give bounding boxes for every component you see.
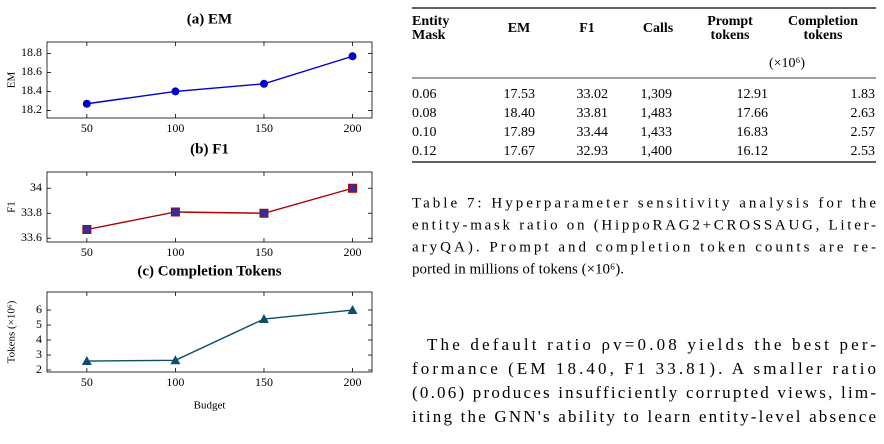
table-cell: 0.06: [412, 87, 437, 102]
table-cell: 2.57: [851, 125, 876, 140]
column-header: Entity: [412, 14, 449, 29]
y-tick-label: 18.4: [21, 83, 42, 97]
caption-line: aryQA). Prompt and completion token coun…: [412, 239, 876, 255]
table-cell: 2.63: [851, 106, 876, 121]
table-cell: 1,400: [641, 144, 673, 159]
table-cell: 17.67: [504, 144, 536, 159]
paragraph-line: The default ratio ρv=0.08 yields the bes…: [427, 335, 876, 354]
caption-line: ported in millions of tokens (×10⁶).: [412, 261, 624, 277]
x-tick-label: 100: [166, 245, 184, 259]
table-cell: 2.53: [851, 144, 876, 159]
column-header: tokens: [804, 28, 843, 43]
column-header: Completion: [788, 14, 858, 29]
table-cell: 16.83: [737, 125, 769, 140]
y-axis-label: Tokens (×10⁶): [6, 300, 18, 363]
table-cell: 1.83: [851, 87, 876, 102]
paragraph-line: iting the GNN's ability to learn entity-…: [412, 407, 876, 426]
table-cell: 33.81: [577, 106, 609, 121]
table-cell: 12.91: [737, 87, 769, 102]
x-tick-label: 100: [166, 375, 184, 389]
table-cell: 1,309: [641, 87, 673, 102]
y-tick-label: 18.8: [21, 45, 42, 59]
column-header: F1: [579, 21, 595, 36]
y-axis-label: EM: [6, 72, 18, 89]
x-tick-label: 100: [166, 121, 184, 135]
paragraph-line: formance (EM 18.40, F1 33.81). A smaller…: [412, 359, 876, 378]
column-header: Mask: [412, 28, 446, 43]
x-axis-label: Budget: [194, 400, 226, 412]
marker: [170, 207, 180, 217]
caption-line: entity-mask ratio on (HippoRAG2+CROSSAUG…: [412, 217, 876, 233]
marker: [348, 52, 357, 61]
table-cell: 0.08: [412, 106, 437, 121]
line: [86, 309, 353, 362]
table-cell: 1,483: [641, 106, 673, 121]
y-axis-label: F1: [6, 201, 18, 213]
marker: [81, 356, 92, 366]
table-cell: 33.44: [577, 125, 609, 140]
table-cell: 0.12: [412, 144, 437, 159]
plot-frame: [46, 41, 373, 119]
y-tick-label: 34: [30, 180, 42, 194]
plot-frame: [46, 171, 373, 243]
table-cell: 32.93: [577, 144, 609, 159]
plot-frame: [46, 291, 373, 373]
table-cell: 17.66: [737, 106, 769, 121]
table-cell: 1,433: [641, 125, 673, 140]
chart-title: (a) EM: [187, 11, 232, 27]
y-tick-label: 6: [36, 302, 42, 316]
line: [86, 187, 353, 231]
paragraph-line: (0.06) produces insufficiently corrupted…: [412, 383, 876, 402]
y-tick-label: 33.6: [21, 230, 42, 244]
column-header: EM: [508, 21, 531, 36]
x-tick-label: 200: [344, 245, 362, 259]
marker: [82, 225, 92, 234]
marker: [259, 79, 268, 88]
marker: [348, 183, 358, 193]
line: [86, 55, 353, 105]
column-header: tokens: [711, 28, 750, 43]
caption-line: Table 7: Hyperparameter sensitivity anal…: [412, 195, 876, 211]
table-cell: 0.10: [412, 125, 437, 140]
chart-title: (b) F1: [190, 141, 229, 157]
x-tick-label: 150: [255, 375, 273, 389]
y-tick-label: 4: [36, 332, 42, 346]
y-tick-label: 18.2: [21, 102, 42, 116]
y-tick-label: 3: [36, 347, 42, 361]
x-tick-label: 200: [344, 121, 362, 135]
marker: [171, 87, 180, 96]
x-tick-label: 50: [81, 245, 93, 259]
chart-title: (c) Completion Tokens: [137, 263, 281, 279]
column-header: Calls: [643, 21, 674, 36]
x-tick-label: 150: [255, 245, 273, 259]
marker: [347, 305, 358, 315]
x-tick-label: 200: [344, 375, 362, 389]
marker: [259, 208, 269, 218]
x-tick-label: 50: [81, 375, 93, 389]
y-tick-label: 2: [36, 362, 42, 376]
marker: [82, 99, 91, 108]
marker: [170, 355, 181, 365]
y-tick-label: 5: [36, 317, 42, 331]
table-cell: 18.40: [504, 106, 536, 121]
y-tick-label: 18.6: [21, 64, 42, 78]
x-tick-label: 150: [255, 121, 273, 135]
column-header: Prompt: [707, 14, 753, 29]
x-tick-label: 50: [81, 121, 93, 135]
table-cell: 16.12: [737, 144, 769, 159]
table-cell: 17.89: [504, 125, 536, 140]
unit-note: (×10⁶): [769, 56, 805, 71]
marker: [258, 314, 269, 324]
y-tick-label: 33.8: [21, 205, 42, 219]
table-cell: 17.53: [504, 87, 536, 102]
table-cell: 33.02: [577, 87, 609, 102]
